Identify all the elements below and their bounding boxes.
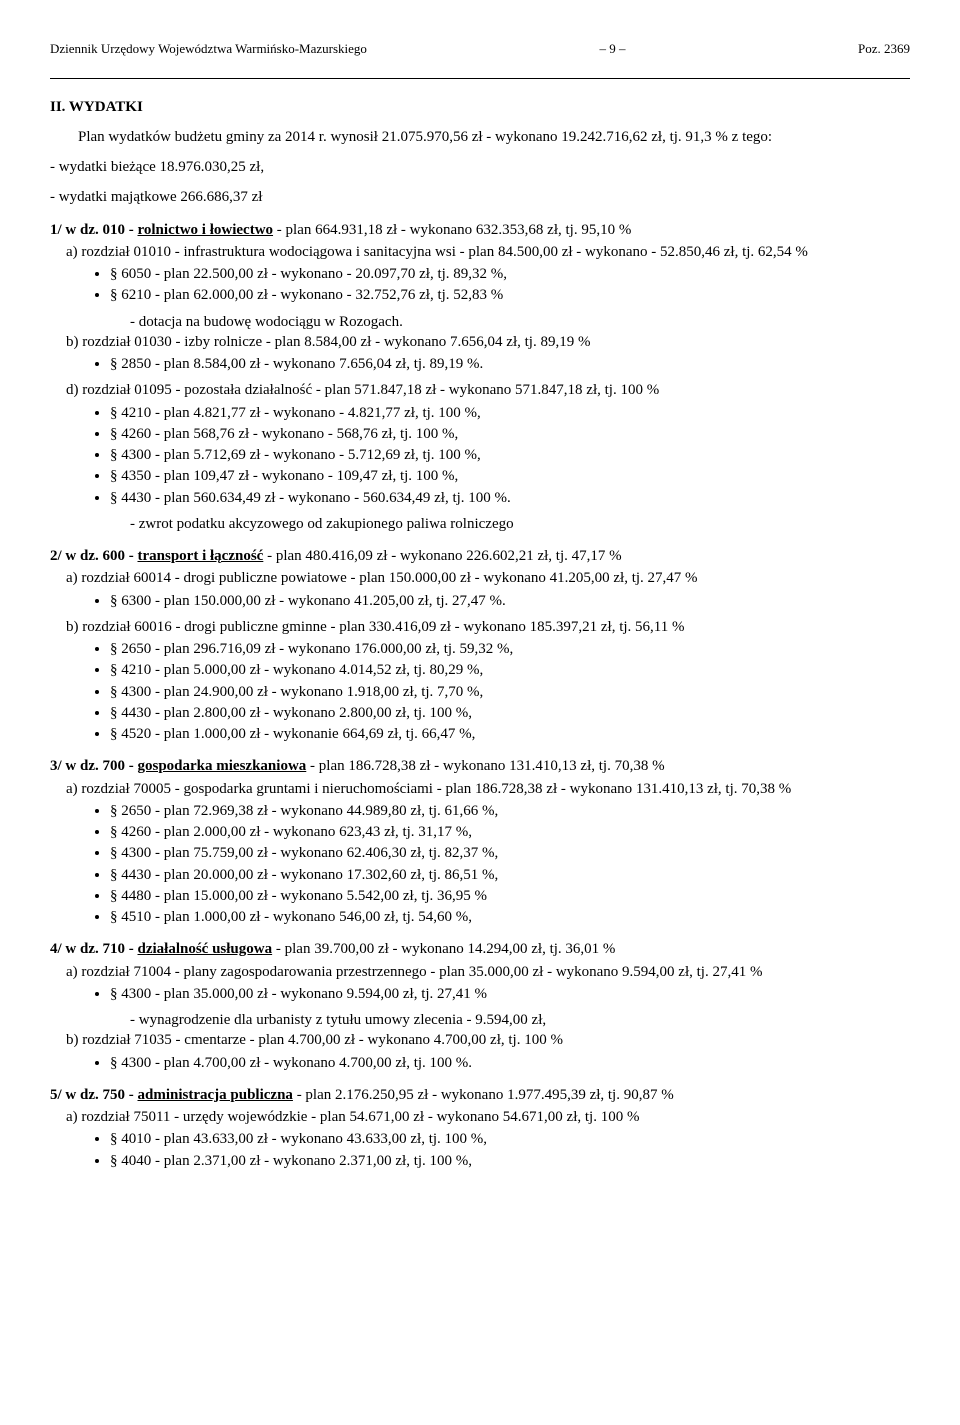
dz4-suffix: - plan 39.700,00 zł - wykonano 14.294,00… [272, 941, 615, 957]
dz3-heading: 3/ w dz. 700 - gospodarka mieszkaniowa -… [50, 756, 910, 776]
dz4-a-note: - wynagrodzenie dla urbanisty z tytułu u… [130, 1010, 910, 1030]
list-item: § 4300 - plan 24.900,00 zł - wykonano 1.… [110, 682, 910, 702]
dz1-suffix: - plan 664.931,18 zł - wykonano 632.353,… [273, 222, 631, 238]
dz4-prefix: 4/ w dz. 710 - [50, 941, 138, 957]
header-center: – 9 – [599, 40, 625, 58]
dz1-d: d) rozdział 01095 - pozostała działalnoś… [66, 380, 910, 400]
list-item: § 2650 - plan 72.969,38 zł - wykonano 44… [110, 801, 910, 821]
dz2-a-list: § 6300 - plan 150.000,00 zł - wykonano 4… [50, 591, 910, 611]
list-item: § 6210 - plan 62.000,00 zł - wykonano - … [110, 285, 910, 305]
dz5-suffix: - plan 2.176.250,95 zł - wykonano 1.977.… [293, 1087, 674, 1103]
list-item: § 4300 - plan 4.700,00 zł - wykonano 4.7… [110, 1053, 910, 1073]
list-item: § 4300 - plan 5.712,69 zł - wykonano - 5… [110, 445, 910, 465]
dz5-prefix: 5/ w dz. 750 - [50, 1087, 138, 1103]
dz4-b-list: § 4300 - plan 4.700,00 zł - wykonano 4.7… [50, 1053, 910, 1073]
dz2-heading: 2/ w dz. 600 - transport i łączność - pl… [50, 546, 910, 566]
dz1-b: b) rozdział 01030 - izby rolnicze - plan… [66, 332, 910, 352]
dz5-underlined: administracja publiczna [138, 1087, 293, 1103]
dz3-a-list: § 2650 - plan 72.969,38 zł - wykonano 44… [50, 801, 910, 928]
list-item: § 6300 - plan 150.000,00 zł - wykonano 4… [110, 591, 910, 611]
header-rule [50, 78, 910, 79]
list-item: § 4430 - plan 2.800,00 zł - wykonano 2.8… [110, 703, 910, 723]
dz4-b: b) rozdział 71035 - cmentarze - plan 4.7… [66, 1030, 910, 1050]
dz3-suffix: - plan 186.728,38 zł - wykonano 131.410,… [306, 758, 664, 774]
dz4-heading: 4/ w dz. 710 - działalność usługowa - pl… [50, 939, 910, 959]
list-item: § 4300 - plan 75.759,00 zł - wykonano 62… [110, 843, 910, 863]
section-title: II. WYDATKI [50, 97, 910, 117]
header-right: Poz. 2369 [858, 40, 910, 58]
dz1-underlined: rolnictwo i łowiectwo [138, 222, 274, 238]
intro-p3: - wydatki majątkowe 266.686,37 zł [50, 187, 910, 207]
dz1-d-list: § 4210 - plan 4.821,77 zł - wykonano - 4… [50, 403, 910, 508]
dz2-prefix: 2/ w dz. 600 - [50, 548, 138, 564]
dz4-underlined: działalność usługowa [138, 941, 273, 957]
list-item: § 4010 - plan 43.633,00 zł - wykonano 43… [110, 1129, 910, 1149]
dz2-underlined: transport i łączność [138, 548, 264, 564]
list-item: § 4040 - plan 2.371,00 zł - wykonano 2.3… [110, 1151, 910, 1171]
dz1-a-list: § 6050 - plan 22.500,00 zł - wykonano - … [50, 264, 910, 306]
dz2-a: a) rozdział 60014 - drogi publiczne powi… [66, 568, 910, 588]
header-left: Dziennik Urzędowy Województwa Warmińsko-… [50, 40, 367, 58]
list-item: § 4260 - plan 568,76 zł - wykonano - 568… [110, 424, 910, 444]
list-item: § 4300 - plan 35.000,00 zł - wykonano 9.… [110, 984, 910, 1004]
dz1-a-note: - dotacja na budowę wodociągu w Rozogach… [130, 312, 910, 332]
dz3-a: a) rozdział 70005 - gospodarka gruntami … [66, 779, 910, 799]
dz5-heading: 5/ w dz. 750 - administracja publiczna -… [50, 1085, 910, 1105]
dz5-a-list: § 4010 - plan 43.633,00 zł - wykonano 43… [50, 1129, 910, 1171]
page-header: Dziennik Urzędowy Województwa Warmińsko-… [50, 40, 910, 58]
dz3-underlined: gospodarka mieszkaniowa [138, 758, 307, 774]
intro-p1: Plan wydatków budżetu gminy za 2014 r. w… [50, 127, 910, 147]
list-item: § 4350 - plan 109,47 zł - wykonano - 109… [110, 466, 910, 486]
list-item: § 4480 - plan 15.000,00 zł - wykonano 5.… [110, 886, 910, 906]
dz2-b-list: § 2650 - plan 296.716,09 zł - wykonano 1… [50, 639, 910, 744]
dz1-a: a) rozdział 01010 - infrastruktura wodoc… [66, 242, 910, 262]
list-item: § 4510 - plan 1.000,00 zł - wykonano 546… [110, 907, 910, 927]
dz5-a: a) rozdział 75011 - urzędy wojewódzkie -… [66, 1107, 910, 1127]
list-item: § 6050 - plan 22.500,00 zł - wykonano - … [110, 264, 910, 284]
list-item: § 4210 - plan 4.821,77 zł - wykonano - 4… [110, 403, 910, 423]
list-item: § 4430 - plan 560.634,49 zł - wykonano -… [110, 488, 910, 508]
dz1-heading: 1/ w dz. 010 - rolnictwo i łowiectwo - p… [50, 220, 910, 240]
dz1-d-note: - zwrot podatku akcyzowego od zakupioneg… [130, 514, 910, 534]
dz1-prefix: 1/ w dz. 010 - [50, 222, 138, 238]
list-item: § 2850 - plan 8.584,00 zł - wykonano 7.6… [110, 354, 910, 374]
dz4-a: a) rozdział 71004 - plany zagospodarowan… [66, 962, 910, 982]
dz3-prefix: 3/ w dz. 700 - [50, 758, 138, 774]
list-item: § 4210 - plan 5.000,00 zł - wykonano 4.0… [110, 660, 910, 680]
intro-p2: - wydatki bieżące 18.976.030,25 zł, [50, 157, 910, 177]
dz1-b-list: § 2850 - plan 8.584,00 zł - wykonano 7.6… [50, 354, 910, 374]
dz2-suffix: - plan 480.416,09 zł - wykonano 226.602,… [263, 548, 621, 564]
list-item: § 4520 - plan 1.000,00 zł - wykonanie 66… [110, 724, 910, 744]
dz2-b: b) rozdział 60016 - drogi publiczne gmin… [66, 617, 910, 637]
list-item: § 4430 - plan 20.000,00 zł - wykonano 17… [110, 865, 910, 885]
list-item: § 4260 - plan 2.000,00 zł - wykonano 623… [110, 822, 910, 842]
dz4-a-list: § 4300 - plan 35.000,00 zł - wykonano 9.… [50, 984, 910, 1004]
list-item: § 2650 - plan 296.716,09 zł - wykonano 1… [110, 639, 910, 659]
